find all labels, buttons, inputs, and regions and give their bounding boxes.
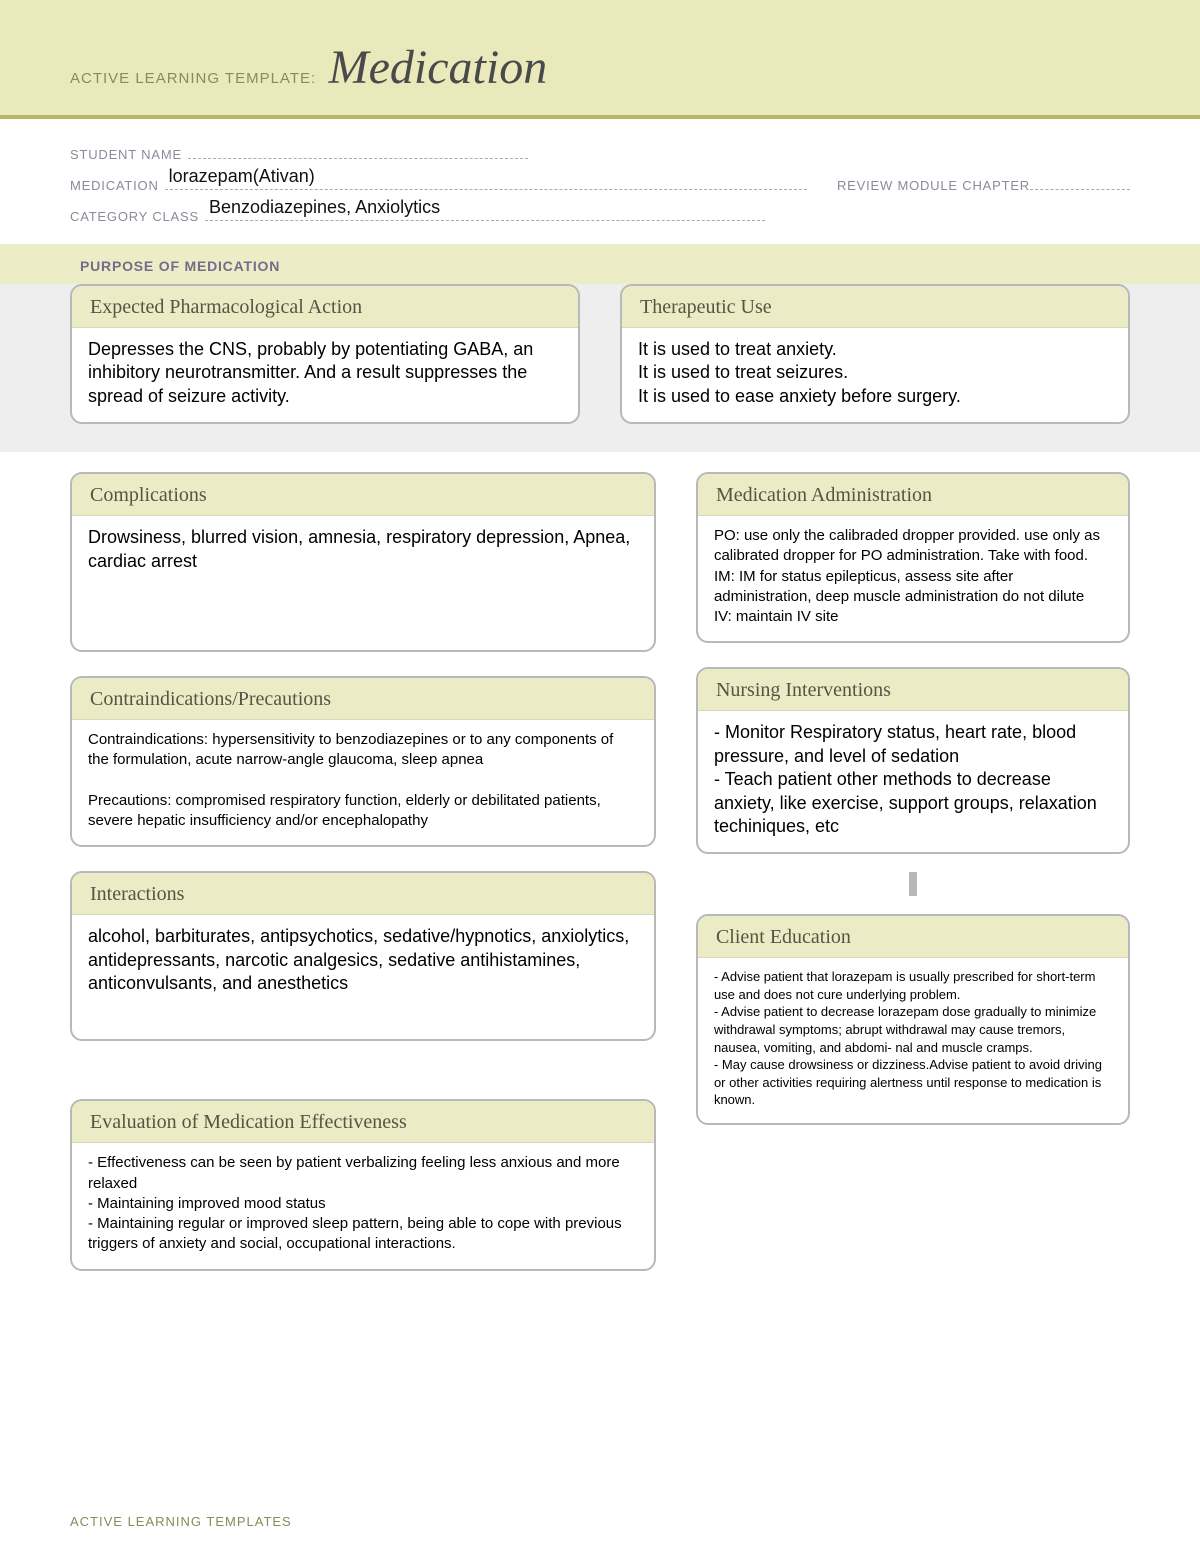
therapeutic-title: Therapeutic Use <box>622 286 1128 328</box>
spacer <box>70 1065 656 1075</box>
connector <box>909 872 917 896</box>
administration-title: Medication Administration <box>698 474 1128 516</box>
pharmacological-box: Expected Pharmacological Action Depresse… <box>70 284 580 424</box>
interactions-title: Interactions <box>72 873 654 915</box>
page: ACTIVE LEARNING TEMPLATE: Medication STU… <box>0 0 1200 1553</box>
nursing-body: - Monitor Respiratory status, heart rate… <box>698 711 1128 852</box>
student-name-label: STUDENT NAME <box>70 147 182 162</box>
evaluation-body: - Effectiveness can be seen by patient v… <box>72 1143 654 1268</box>
complications-title: Complications <box>72 474 654 516</box>
administration-box: Medication Administration PO: use only t… <box>696 472 1130 643</box>
complications-box: Complications Drowsiness, blurred vision… <box>70 472 656 652</box>
student-name-line <box>188 141 528 159</box>
meta-block: STUDENT NAME MEDICATION lorazepam(Ativan… <box>0 119 1200 244</box>
contraindications-box: Contraindications/Precautions Contraindi… <box>70 676 656 847</box>
review-label: REVIEW MODULE CHAPTER <box>837 178 1030 193</box>
header-label: ACTIVE LEARNING TEMPLATE: <box>70 70 316 87</box>
purpose-wrap: Expected Pharmacological Action Depresse… <box>0 284 1200 452</box>
therapeutic-box: Therapeutic Use It is used to treat anxi… <box>620 284 1130 424</box>
education-body: - Advise patient that lorazepam is usual… <box>698 958 1128 1122</box>
nursing-box: Nursing Interventions - Monitor Respirat… <box>696 667 1130 854</box>
interactions-box: Interactions alcohol, barbiturates, anti… <box>70 871 656 1041</box>
medication-label: MEDICATION <box>70 178 159 193</box>
contraindications-title: Contraindications/Precautions <box>72 678 654 720</box>
evaluation-title: Evaluation of Medication Effectiveness <box>72 1101 654 1143</box>
education-box: Client Education - Advise patient that l… <box>696 914 1130 1124</box>
category-label: CATEGORY CLASS <box>70 209 199 224</box>
review-line <box>1030 176 1130 190</box>
interactions-body: alcohol, barbiturates, antipsychotics, s… <box>72 915 654 1009</box>
complications-body: Drowsiness, blurred vision, amnesia, res… <box>72 516 654 587</box>
nursing-title: Nursing Interventions <box>698 669 1128 711</box>
evaluation-box: Evaluation of Medication Effectiveness -… <box>70 1099 656 1270</box>
header-band: ACTIVE LEARNING TEMPLATE: Medication <box>0 0 1200 119</box>
education-title: Client Education <box>698 916 1128 958</box>
category-line: Benzodiazepines, Anxiolytics <box>205 203 765 221</box>
purpose-header: PURPOSE OF MEDICATION <box>0 244 1200 284</box>
medication-value: lorazepam(Ativan) <box>169 166 315 187</box>
main-grid: Complications Drowsiness, blurred vision… <box>0 452 1200 1271</box>
contraindications-body: Contraindications: hypersensitivity to b… <box>72 720 654 845</box>
footer-text: ACTIVE LEARNING TEMPLATES <box>70 1514 292 1529</box>
right-column: Medication Administration PO: use only t… <box>696 472 1130 1271</box>
therapeutic-body: It is used to treat anxiety. It is used … <box>622 328 1128 422</box>
medication-line: lorazepam(Ativan) <box>165 172 807 190</box>
category-value: Benzodiazepines, Anxiolytics <box>209 197 440 218</box>
pharmacological-title: Expected Pharmacological Action <box>72 286 578 328</box>
administration-body: PO: use only the calibraded dropper prov… <box>698 516 1128 641</box>
header-title: Medication <box>329 40 548 95</box>
left-column: Complications Drowsiness, blurred vision… <box>70 472 656 1271</box>
pharmacological-body: Depresses the CNS, probably by potentiat… <box>72 328 578 422</box>
